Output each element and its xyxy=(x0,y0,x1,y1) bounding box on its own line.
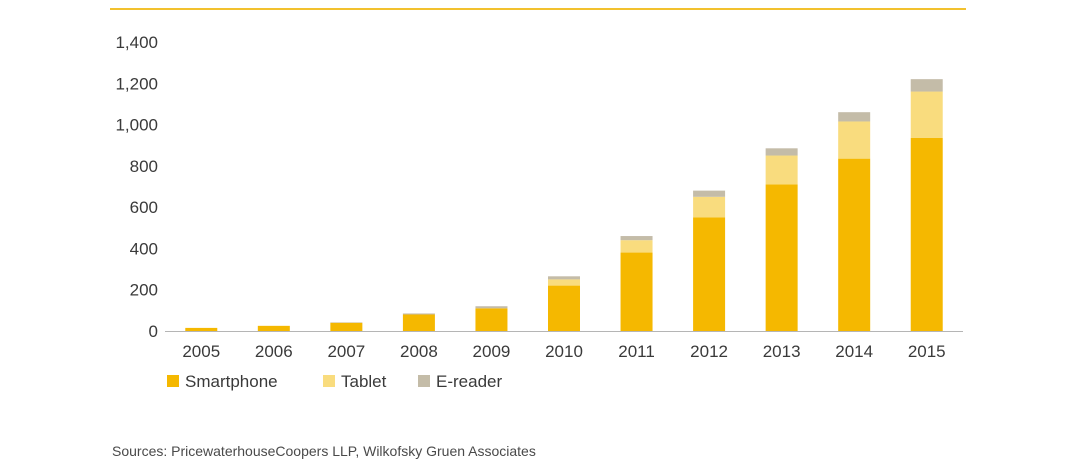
bar-e-reader xyxy=(911,79,943,91)
bar-tablet xyxy=(838,121,870,158)
bar-tablet xyxy=(621,240,653,252)
x-tick-label: 2012 xyxy=(690,342,728,361)
x-tick-label: 2010 xyxy=(545,342,583,361)
x-tick-label: 2008 xyxy=(400,342,438,361)
bar-smartphone xyxy=(621,253,653,331)
bar-smartphone xyxy=(330,323,362,331)
y-tick-label: 800 xyxy=(130,157,158,176)
bar-smartphone xyxy=(766,184,798,331)
bar-e-reader xyxy=(475,306,507,308)
bar-smartphone xyxy=(403,314,435,331)
legend-label: Smartphone xyxy=(185,372,278,391)
y-tick-label: 200 xyxy=(130,281,158,300)
x-tick-label: 2014 xyxy=(835,342,873,361)
x-tick-label: 2015 xyxy=(908,342,946,361)
legend-swatch xyxy=(418,375,430,387)
y-tick-label: 1,400 xyxy=(115,33,158,52)
x-tick-label: 2006 xyxy=(255,342,293,361)
bar-smartphone xyxy=(258,326,290,331)
bar-e-reader xyxy=(838,112,870,121)
source-note: Sources: PricewaterhouseCoopers LLP, Wil… xyxy=(112,443,536,459)
legend-swatch xyxy=(323,375,335,387)
y-tick-label: 1,200 xyxy=(115,74,158,93)
y-tick-label: 400 xyxy=(130,239,158,258)
bar-tablet xyxy=(766,156,798,185)
bar-smartphone xyxy=(838,159,870,331)
bar-e-reader xyxy=(693,191,725,197)
y-tick-label: 0 xyxy=(149,322,158,341)
bar-tablet xyxy=(548,279,580,285)
bar-e-reader xyxy=(621,236,653,240)
y-tick-label: 1,000 xyxy=(115,116,158,135)
bar-smartphone xyxy=(693,217,725,331)
legend-swatch xyxy=(167,375,179,387)
bar-e-reader xyxy=(766,148,798,155)
x-tick-label: 2005 xyxy=(182,342,220,361)
bar-e-reader xyxy=(403,313,435,314)
legend-label: Tablet xyxy=(341,372,387,391)
x-tick-label: 2013 xyxy=(763,342,801,361)
x-tick-label: 2007 xyxy=(327,342,365,361)
legend-label: E-reader xyxy=(436,372,502,391)
bar-smartphone xyxy=(185,328,217,331)
bar-tablet xyxy=(911,92,943,138)
bar-smartphone xyxy=(548,286,580,331)
x-tick-label: 2011 xyxy=(618,342,655,361)
bar-tablet xyxy=(693,197,725,218)
bar-smartphone xyxy=(475,308,507,331)
y-tick-label: 600 xyxy=(130,198,158,217)
bar-e-reader xyxy=(548,276,580,279)
x-tick-label: 2009 xyxy=(473,342,511,361)
bar-smartphone xyxy=(911,138,943,331)
